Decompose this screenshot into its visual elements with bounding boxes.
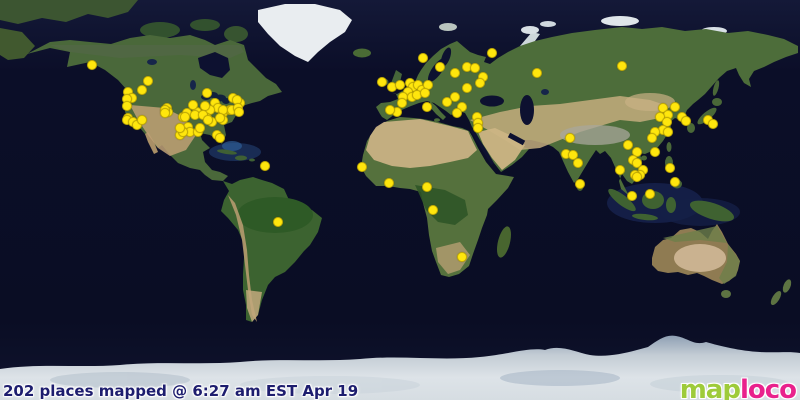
continent-south-america (221, 177, 322, 322)
place-marker (377, 77, 387, 87)
place-marker (395, 80, 405, 90)
place-marker (450, 68, 460, 78)
logo-part-loco: loco (739, 375, 797, 400)
place-marker (175, 123, 185, 133)
place-marker (428, 205, 438, 215)
place-marker (260, 161, 270, 171)
place-marker (457, 252, 467, 262)
place-marker (708, 119, 718, 129)
place-marker (575, 179, 585, 189)
place-marker (470, 63, 480, 73)
greenland (258, 4, 352, 62)
place-marker (418, 53, 428, 63)
antarctica-texture (50, 370, 790, 394)
place-marker (202, 88, 212, 98)
place-marker (384, 178, 394, 188)
place-marker (565, 133, 575, 143)
place-marker (573, 158, 583, 168)
place-marker (650, 147, 660, 157)
place-marker (457, 102, 467, 112)
place-marker (632, 172, 642, 182)
place-marker (188, 100, 198, 110)
place-marker (663, 127, 673, 137)
place-marker (420, 88, 430, 98)
place-marker (450, 92, 460, 102)
place-marker (475, 78, 485, 88)
place-marker (681, 116, 691, 126)
place-marker (442, 97, 452, 107)
place-marker (203, 115, 213, 125)
continent-australia (652, 224, 792, 306)
place-marker (273, 217, 283, 227)
place-marker (422, 102, 432, 112)
place-marker (632, 158, 642, 168)
place-marker (617, 61, 627, 71)
iceland (353, 48, 371, 58)
place-marker (670, 177, 680, 187)
place-marker (645, 189, 655, 199)
place-marker (487, 48, 497, 58)
place-marker (137, 85, 147, 95)
place-marker (87, 60, 97, 70)
place-marker (623, 140, 633, 150)
place-marker (234, 107, 244, 117)
place-marker (180, 112, 190, 122)
place-marker (422, 182, 432, 192)
place-marker (435, 62, 445, 72)
place-marker (122, 101, 132, 111)
place-marker (137, 115, 147, 125)
arctic-land (0, 0, 727, 60)
place-marker (627, 191, 637, 201)
status-text: 202 places mapped @ 6:27 am EST Apr 19 (3, 382, 359, 400)
maploco-logo[interactable]: maploco (679, 375, 797, 400)
place-marker (397, 98, 407, 108)
place-marker (615, 165, 625, 175)
place-marker (385, 105, 395, 115)
place-marker (647, 133, 657, 143)
place-marker (160, 108, 170, 118)
place-marker (665, 163, 675, 173)
place-marker (462, 83, 472, 93)
place-marker (670, 102, 680, 112)
logo-part-map: map (679, 375, 741, 400)
place-marker (215, 133, 225, 143)
place-marker (215, 113, 225, 123)
continent-africa (361, 117, 514, 277)
place-marker (143, 76, 153, 86)
place-marker (532, 68, 542, 78)
caribbean-islands (217, 149, 255, 162)
place-marker (473, 123, 483, 133)
place-marker (357, 162, 367, 172)
place-marker (195, 123, 205, 133)
place-marker (452, 108, 462, 118)
indonesia-islands (608, 188, 735, 222)
